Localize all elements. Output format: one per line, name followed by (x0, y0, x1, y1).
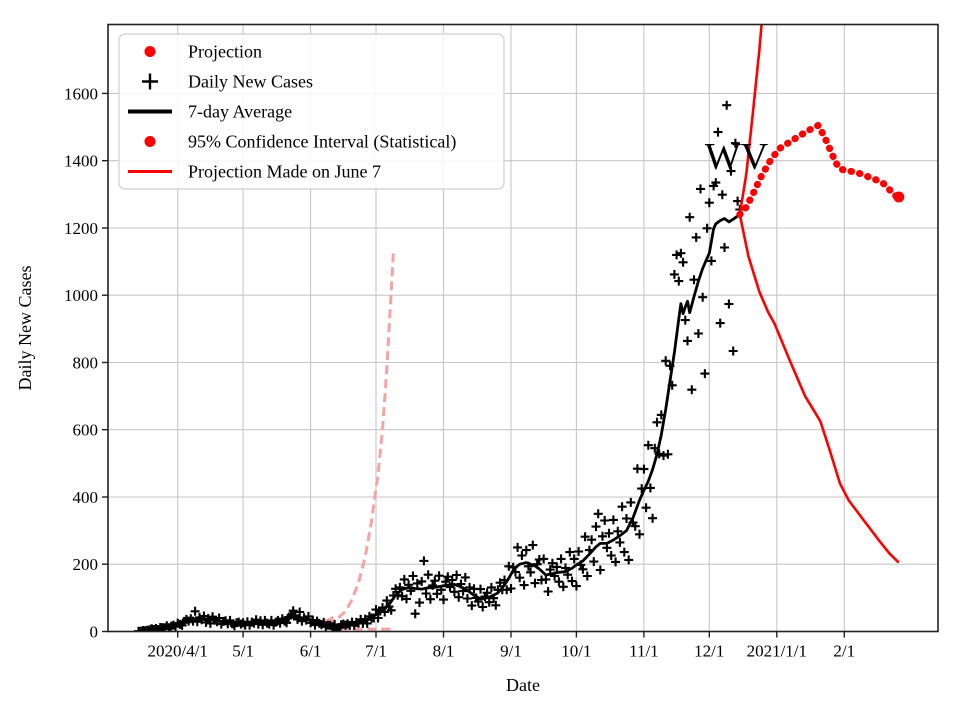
y-tick-label: 1000 (64, 286, 98, 305)
legend-label-7-day-average: 7-day Average (188, 102, 292, 122)
x-axis-title: Date (506, 675, 540, 695)
x-tick-label: 2021/1/1 (747, 642, 807, 661)
x-tick-label: 9/1 (500, 642, 522, 661)
x-tick-label: 8/1 (433, 642, 455, 661)
x-tick-label: 7/1 (365, 642, 387, 661)
y-tick-label: 1400 (64, 152, 98, 171)
x-tick-label: 11/1 (629, 642, 659, 661)
legend-label-projection-june-7: Projection Made on June 7 (188, 162, 381, 182)
seven-day-average-line (138, 213, 741, 632)
statistical-ci-upper-line (738, 24, 763, 215)
x-tick-label: 5/1 (232, 642, 254, 661)
x-tick-label: 2020/4/1 (147, 642, 207, 661)
y-tick-label: 400 (73, 488, 99, 507)
y-tick-label: 0 (90, 623, 99, 642)
y-tick-label: 200 (73, 555, 99, 574)
y-tick-label: 600 (73, 421, 99, 440)
legend-box (118, 33, 505, 190)
x-tick-label: 2/1 (833, 642, 855, 661)
plot-frame (107, 23, 939, 633)
y-tick-label: 1200 (64, 219, 98, 238)
series-layer (134, 24, 905, 632)
x-tick-label: 12/1 (694, 642, 724, 661)
legend-plus-marker-icon (142, 73, 158, 90)
y-tick-label: 1600 (64, 84, 98, 103)
projection-end-dot (893, 191, 905, 203)
statistical-ci-lower-line (738, 214, 900, 564)
state-annotation: WV (705, 136, 769, 178)
legend: Projection Daily New Cases 7-day Average… (118, 33, 505, 190)
legend-label-projection: Projection (188, 42, 262, 62)
legend-label-daily-new-cases: Daily New Cases (188, 72, 313, 92)
y-axis-title: Daily New Cases (15, 266, 35, 391)
projection-dotted-line (736, 120, 903, 218)
june7-projection-upper-ci-line (325, 251, 395, 626)
y-tick-label: 800 (73, 354, 99, 373)
x-tick-label: 10/1 (561, 642, 591, 661)
legend-projection-dot-icon (144, 46, 156, 57)
legend-label-95-confidence-interval: 95% Confidence Interval (Statistical) (188, 132, 456, 153)
legend-confidence-dot-icon (144, 136, 156, 147)
axes (102, 23, 939, 638)
x-tick-label: 6/1 (300, 642, 322, 661)
tick-labels: 2020/4/1 5/1 6/1 7/1 8/1 9/1 10/1 11/1 12/1 2021/… (64, 84, 855, 660)
